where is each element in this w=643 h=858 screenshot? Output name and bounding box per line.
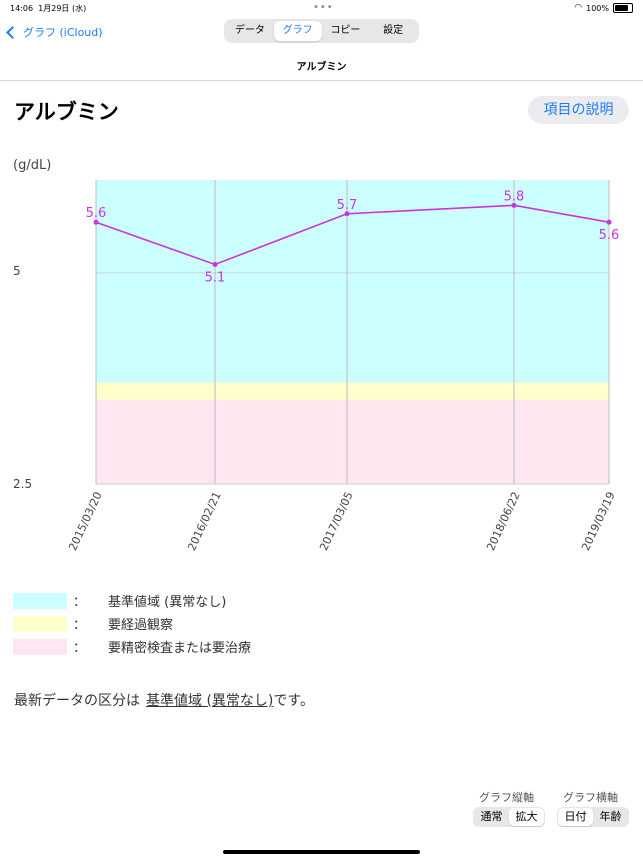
nav-divider [0,80,643,81]
home-indicator [223,850,420,854]
vertical-normal-option[interactable]: 通常 [480,810,503,823]
back-label: グラフ (iCloud) [23,26,103,39]
back-button[interactable]: グラフ (iCloud) [6,24,103,40]
tab-data[interactable]: データ [234,25,265,36]
data-label: 5.7 [337,198,358,213]
legend-swatch [13,615,67,632]
data-point [606,219,612,225]
legend-item: ： 基準値域 (異常なし) [13,591,226,610]
x-tick-label: 2016/02/21 [185,490,224,553]
battery-percent: 100% [586,3,609,13]
legend-label: 要精密検査または要治療 [108,641,252,656]
x-tick-label: 2018/06/22 [484,490,523,553]
x-tick-label: 2017/03/05 [317,490,356,553]
range-band [96,382,609,400]
x-tick-label: 2019/03/19 [579,490,618,553]
horizontal-axis-label: グラフ横軸 [563,791,618,804]
legend-swatch [13,638,67,655]
legend-colon: ： [73,618,87,633]
tab-graph[interactable]: グラフ [273,21,322,41]
horizontal-age-option[interactable]: 年齢 [599,810,622,823]
summary-category[interactable]: 基準値域 (異常なし) [146,693,274,709]
tab-copy[interactable]: コピー [330,25,361,36]
status-right: ◠ 100% [574,3,633,13]
data-point [511,202,517,208]
battery-icon [613,3,633,13]
status-bar: 14:06 1月29日 (水) ••• ◠ 100% [0,0,643,16]
summary-suffix: です。 [273,693,314,709]
legend-label: 基準値域 (異常なし) [108,595,227,610]
data-label: 5.8 [504,189,525,204]
x-tick-label: 2015/03/20 [66,490,105,553]
data-point [93,219,99,225]
data-label: 5.6 [599,228,620,243]
legend-colon: ： [73,641,87,656]
page-title: アルブミン [14,100,119,124]
range-band [96,399,609,484]
y-tick-label: 5 [13,264,21,278]
vertical-zoom-option[interactable]: 拡大 [509,808,544,826]
data-label: 5.1 [205,270,226,285]
status-time: 14:06 1月29日 (水) [10,4,87,13]
y-tick-label: 2.5 [13,477,33,491]
data-point [344,211,350,217]
explain-button[interactable]: 項目の説明 [528,96,629,124]
data-point [212,261,218,267]
legend-colon: ： [73,595,87,610]
legend-label: 要経過観察 [108,618,174,633]
vertical-axis-label: グラフ縦軸 [479,791,534,804]
multitask-dots[interactable]: ••• [313,2,334,13]
data-label: 5.6 [86,206,107,221]
legend-item: ： 要経過観察 [13,614,173,633]
y-axis-unit: (g/dL) [13,158,52,173]
vertical-axis-toggle: 通常 拡大 [473,807,545,827]
line-chart: 5.6 5.1 5.7 5.8 5.6 2015/03/20 2016/02/21 2017/… [66,180,620,553]
tab-settings[interactable]: 設定 [383,25,404,36]
horizontal-axis-toggle: 日付 年齢 [557,807,629,827]
legend-item: ： 要精密検査または要治療 [13,637,251,656]
main-tabs: データ グラフ コピー 設定 [224,19,419,43]
nav-title: アルブミン [296,62,347,73]
horizontal-date-option[interactable]: 日付 [558,808,593,826]
legend-swatch [13,592,67,609]
summary-prefix: 最新データの区分は [14,693,140,709]
latest-summary: 最新データの区分は 基準値域 (異常なし)です。 [14,690,314,710]
wifi-icon: ◠ [574,3,583,13]
